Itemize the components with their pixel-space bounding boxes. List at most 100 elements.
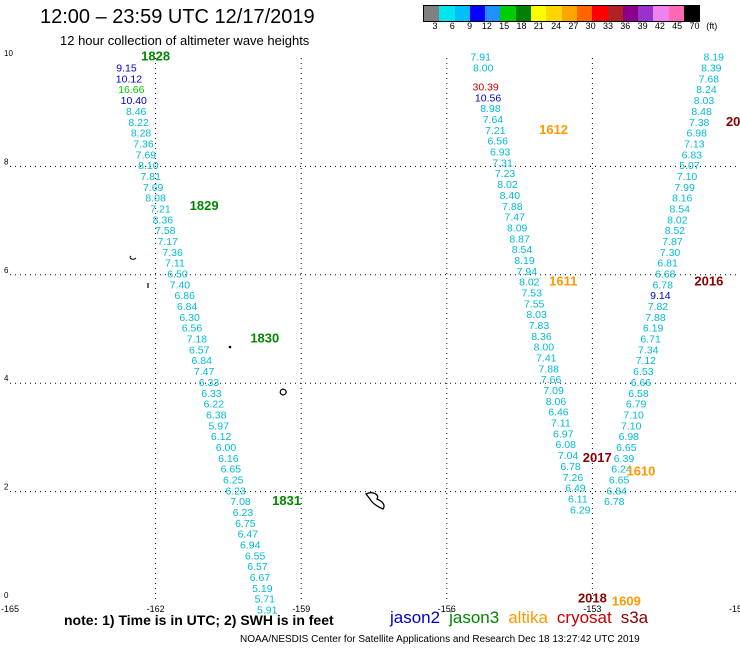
wave-height-value: 6.84 xyxy=(191,355,212,367)
legend-label: 45 xyxy=(672,21,683,31)
wave-height-value: 7.10 xyxy=(623,409,644,421)
wave-height-value: 8.03 xyxy=(526,309,547,321)
wave-height-value: 6.23 xyxy=(233,507,254,519)
wave-height-value: 8.22 xyxy=(128,117,149,129)
data-points: 9.1510.1216.6610.408.468.228.287.367.698… xyxy=(116,52,724,617)
satellite-name: altika xyxy=(508,608,548,627)
wave-height-value: 8.00 xyxy=(534,342,555,354)
legend-swatch xyxy=(607,6,623,21)
legend-swatch xyxy=(684,6,700,21)
satellite-name: jason2 xyxy=(390,608,441,627)
wave-height-value: 6.66 xyxy=(631,377,652,389)
wave-height-value: 7.82 xyxy=(648,301,669,313)
legend-swatch xyxy=(653,6,669,21)
pass-time-label: 1611 xyxy=(549,274,577,289)
wave-height-value: 6.24 xyxy=(611,464,632,476)
wave-height-value: 8.98 xyxy=(480,103,501,115)
wave-height-value: 7.18 xyxy=(187,334,208,346)
wave-height-value: 8.36 xyxy=(153,214,174,226)
wave-height-value: 6.68 xyxy=(655,269,676,281)
legend-label: 3 xyxy=(432,21,438,31)
wave-height-value: 5.97 xyxy=(208,420,229,432)
legend-label: 18 xyxy=(516,21,527,31)
wave-height-value: 30.39 xyxy=(472,82,498,94)
legend-swatch xyxy=(515,6,532,21)
wave-height-value: 6.84 xyxy=(177,301,198,313)
wave-height-value: 7.30 xyxy=(660,247,681,259)
legend-unit: (ft) xyxy=(706,21,718,31)
wave-height-value: 10.40 xyxy=(121,95,147,107)
wave-height-value: 7.23 xyxy=(495,168,516,180)
wave-height-value: 7.81 xyxy=(141,171,162,183)
legend-swatch xyxy=(592,6,608,21)
y-tick-label: 10 xyxy=(4,49,13,58)
legend-label: 36 xyxy=(620,21,631,31)
wave-height-value: 6.30 xyxy=(179,312,200,324)
chart-title: 12:00 – 23:59 UTC 12/17/2019 xyxy=(40,6,315,28)
satellite-legend: jason2 jason3 altika cryosat s3a xyxy=(390,608,657,628)
wave-height-value: 5.71 xyxy=(255,594,276,606)
wave-height-value: 6.57 xyxy=(189,344,210,356)
wave-height-value: 7.10 xyxy=(621,420,642,432)
wave-height-value: 6.39 xyxy=(614,453,635,465)
x-tick-label: -159 xyxy=(292,604,310,614)
legend-swatch xyxy=(546,6,562,21)
wave-height-value: 8.03 xyxy=(694,95,715,107)
wave-height-value: 8.09 xyxy=(507,222,528,234)
wave-height-value: 6.98 xyxy=(619,431,640,443)
wave-height-value: 6.97 xyxy=(553,428,574,440)
pass-time-label: 1609 xyxy=(612,593,641,608)
pass-time-label: 1610 xyxy=(626,463,655,478)
wave-height-value: 7.91 xyxy=(471,52,492,64)
legend-swatch xyxy=(561,6,577,21)
wave-height-value: 8.46 xyxy=(126,106,147,118)
color-scale-legend xyxy=(423,5,701,22)
wave-height-value: 6.12 xyxy=(211,431,232,443)
x-tick-label: -153 xyxy=(583,604,601,614)
wave-height-value: 10.56 xyxy=(475,92,501,104)
legend-label: 27 xyxy=(568,21,579,31)
wave-height-value: 7.66 xyxy=(541,374,562,386)
wave-height-value: 9.15 xyxy=(116,63,137,75)
wave-height-value: 7.88 xyxy=(645,312,666,324)
wave-height-value: 6.78 xyxy=(604,496,625,508)
x-tick-label: -162 xyxy=(147,604,165,614)
wave-height-value: 6.79 xyxy=(626,399,647,411)
wave-height-value: 6.65 xyxy=(221,464,242,476)
wave-height-value: 6.65 xyxy=(609,474,630,486)
note-text: note: 1) Time is in UTC; 2) SWH is in fe… xyxy=(64,612,334,628)
legend-swatch xyxy=(668,6,685,21)
wave-height-value: 8.16 xyxy=(672,193,693,205)
wave-height-value: 6.58 xyxy=(628,388,649,400)
wave-height-value: 5.07 xyxy=(679,160,700,172)
wave-height-value: 8.52 xyxy=(665,225,686,237)
legend-label: 15 xyxy=(499,21,510,31)
wave-height-value: 8.19 xyxy=(704,52,725,64)
pass-time-label: 2017 xyxy=(583,450,612,465)
wave-height-value: 6.98 xyxy=(687,128,708,140)
legend-label: 30 xyxy=(585,21,596,31)
pass-time-label: 1829 xyxy=(190,198,219,213)
legend-swatch xyxy=(638,6,654,21)
wave-height-value: 6.00 xyxy=(216,442,237,454)
wave-height-value: 7.40 xyxy=(170,279,191,291)
wave-height-value: 6.29 xyxy=(570,504,591,516)
wave-height-value: 7.04 xyxy=(558,450,579,462)
wave-height-value: 6.75 xyxy=(235,518,256,530)
wave-height-value: 7.47 xyxy=(194,366,215,378)
satellite-name: s3a xyxy=(620,608,649,627)
wave-height-value: 6.22 xyxy=(204,399,225,411)
wave-height-value: 16.66 xyxy=(118,84,144,96)
wave-height-value: 8.02 xyxy=(519,277,540,289)
legend-swatch xyxy=(485,6,501,21)
wave-height-value: 7.55 xyxy=(524,298,545,310)
wave-height-value: 8.24 xyxy=(696,84,717,96)
wave-height-value: 7.34 xyxy=(638,344,659,356)
pass-time-label: 2018 xyxy=(578,591,607,606)
time-labels: 1828 1829 1830 1831 1612 1611 1610 1609 2015 2016… xyxy=(141,49,740,609)
legend-swatch xyxy=(500,6,516,21)
legend-label: 6 xyxy=(449,21,455,31)
wave-height-value: 7.11 xyxy=(165,258,185,270)
y-tick-label: 4 xyxy=(4,374,9,383)
wave-height-value: 7.36 xyxy=(133,138,154,150)
